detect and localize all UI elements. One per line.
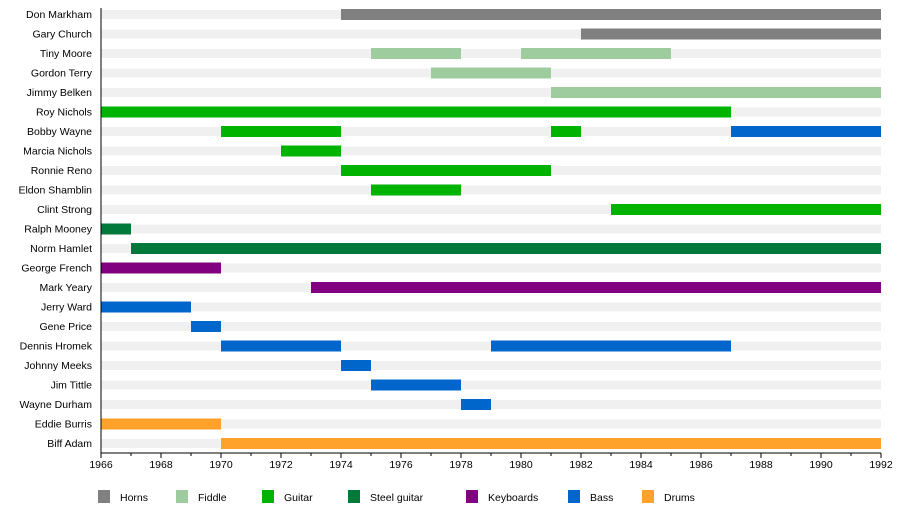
member-label: Tiny Moore (40, 48, 92, 60)
row-background (101, 88, 881, 97)
member-label: Eldon Shamblin (18, 185, 92, 197)
legend-swatch (262, 490, 274, 503)
x-tick-label: 1982 (569, 459, 593, 471)
member-label: Bobby Wayne (27, 126, 92, 138)
x-tick-label: 1972 (269, 459, 293, 471)
bar-steel-guitar (101, 223, 131, 235)
bar-horns (341, 9, 881, 20)
bar-keyboards (311, 282, 881, 293)
row-background (101, 146, 881, 156)
bar-horns (581, 28, 881, 40)
member-label: Ronnie Reno (31, 165, 92, 177)
row-background (101, 322, 881, 331)
bar-bass (491, 340, 731, 352)
legend-label: Guitar (284, 492, 313, 504)
member-label: Roy Nichols (36, 107, 92, 119)
legend-swatch (98, 490, 110, 503)
row-background (101, 49, 881, 58)
bar-bass (371, 379, 461, 391)
legend-swatch (466, 490, 478, 503)
member-label: Gary Church (32, 29, 92, 41)
bar-drums (101, 418, 221, 430)
bar-bass (731, 126, 881, 137)
member-label: George French (21, 263, 92, 275)
legend-label: Horns (120, 492, 148, 504)
bar-guitar (611, 204, 881, 215)
bar-bass (191, 321, 221, 332)
legend-swatch (348, 490, 360, 503)
legend-label: Steel guitar (370, 492, 424, 504)
bar-drums (221, 438, 881, 449)
bar-bass (341, 360, 371, 371)
x-tick-label: 1976 (389, 459, 413, 471)
bar-guitar (101, 106, 731, 118)
member-label: Johnny Meeks (24, 360, 92, 372)
row-background (101, 224, 881, 234)
member-label: Clint Strong (37, 204, 92, 216)
member-label: Wayne Durham (19, 399, 92, 411)
row-background (101, 185, 881, 195)
x-tick-label: 1974 (329, 459, 353, 471)
legend-label: Bass (590, 492, 613, 504)
member-label: Gordon Terry (31, 68, 93, 80)
bar-guitar (221, 126, 341, 137)
legend-label: Keyboards (488, 492, 538, 504)
row-background (101, 263, 881, 273)
member-label: Jerry Ward (41, 302, 92, 314)
bar-guitar (371, 184, 461, 196)
legend-label: Fiddle (198, 492, 227, 504)
bar-bass (461, 399, 491, 410)
x-tick-label: 1978 (449, 459, 473, 471)
bar-steel-guitar (131, 243, 881, 254)
member-label: Eddie Burris (35, 419, 92, 431)
member-label: Ralph Mooney (24, 224, 92, 236)
x-tick-label: 1980 (509, 459, 533, 471)
bar-guitar (281, 145, 341, 157)
x-tick-label: 1966 (89, 459, 113, 471)
bar-bass (101, 301, 191, 313)
bar-fiddle (371, 48, 461, 59)
member-label: Norm Hamlet (30, 243, 92, 255)
legend-swatch (568, 490, 580, 503)
member-label: Don Markham (26, 9, 92, 21)
legend-label: Drums (664, 492, 695, 504)
row-background (101, 29, 881, 39)
x-tick-label: 1992 (869, 459, 893, 471)
x-tick-label: 1984 (629, 459, 653, 471)
bar-guitar (341, 165, 551, 176)
bar-fiddle (431, 67, 551, 79)
bar-keyboards (101, 262, 221, 274)
bar-guitar (551, 126, 581, 137)
bar-fiddle (551, 87, 881, 98)
member-label: Dennis Hromek (20, 341, 93, 353)
x-tick-label: 1968 (149, 459, 173, 471)
row-background (101, 127, 881, 136)
member-label: Mark Yeary (39, 282, 92, 294)
legend-swatch (642, 490, 654, 503)
member-label: Jimmy Belken (27, 87, 93, 99)
bar-fiddle (521, 48, 671, 59)
bar-bass (221, 340, 341, 352)
legend-swatch (176, 490, 188, 503)
x-tick-label: 1990 (809, 459, 833, 471)
x-tick-label: 1986 (689, 459, 713, 471)
member-label: Marcia Nichols (23, 146, 92, 158)
row-background (101, 302, 881, 312)
row-background (101, 205, 881, 214)
x-tick-label: 1988 (749, 459, 773, 471)
member-label: Gene Price (39, 321, 92, 333)
row-background (101, 380, 881, 390)
x-tick-label: 1970 (209, 459, 233, 471)
row-background (101, 419, 881, 429)
row-background (101, 361, 881, 370)
member-label: Jim Tittle (51, 380, 93, 392)
member-label: Biff Adam (47, 438, 92, 450)
